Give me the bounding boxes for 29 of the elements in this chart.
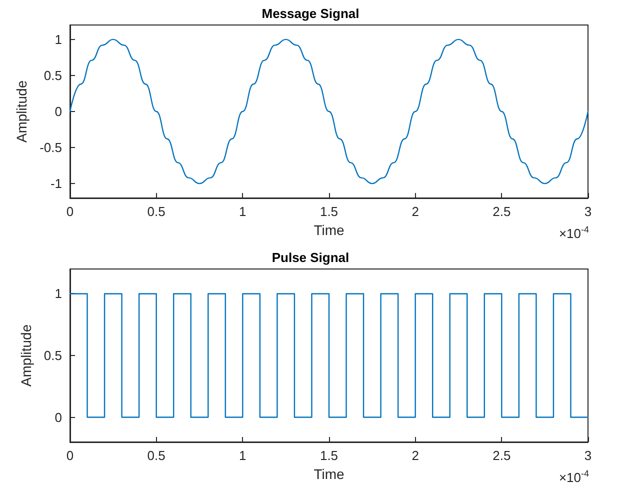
y-tick-label: 1 — [54, 286, 62, 302]
y-tick-label: 0 — [54, 104, 62, 119]
x-tick-label: 0.5 — [147, 204, 166, 219]
x-axis-title: Time — [314, 222, 345, 238]
x-tick-label: 2 — [412, 204, 419, 219]
x-tick-label: 2 — [412, 448, 419, 463]
y-tick-label: 1 — [54, 32, 62, 47]
y-tick-label: 0.5 — [44, 348, 62, 363]
chart-title: Pulse Signal — [272, 250, 350, 265]
chart-title: Message Signal — [262, 6, 360, 21]
x-tick-label: 0.5 — [147, 448, 166, 463]
y-tick-label: -1 — [50, 176, 62, 192]
x-tick-label: 0 — [66, 448, 74, 463]
y-tick-label: 0.5 — [44, 68, 62, 83]
x-tick-label: 1.5 — [320, 204, 338, 219]
line-series — [69, 38, 589, 184]
x-tick-label: 3 — [584, 448, 592, 463]
x-tick-label: 1 — [239, 204, 246, 219]
x-axis-title: Time — [314, 466, 345, 482]
x-tick-label: 1 — [239, 448, 246, 463]
x-tick-label: 2.5 — [492, 204, 511, 219]
y-axis-title: Amplitude — [14, 80, 30, 143]
y-axis-title: Amplitude — [18, 324, 34, 387]
x-tick-label: 2.5 — [492, 448, 511, 463]
y-tick-label: -0.5 — [40, 140, 62, 156]
x-tick-label: 3 — [584, 204, 592, 219]
x-tick-label: 0 — [66, 204, 74, 219]
y-tick-label: 0 — [54, 410, 62, 425]
x-tick-label: 1.5 — [320, 448, 338, 463]
